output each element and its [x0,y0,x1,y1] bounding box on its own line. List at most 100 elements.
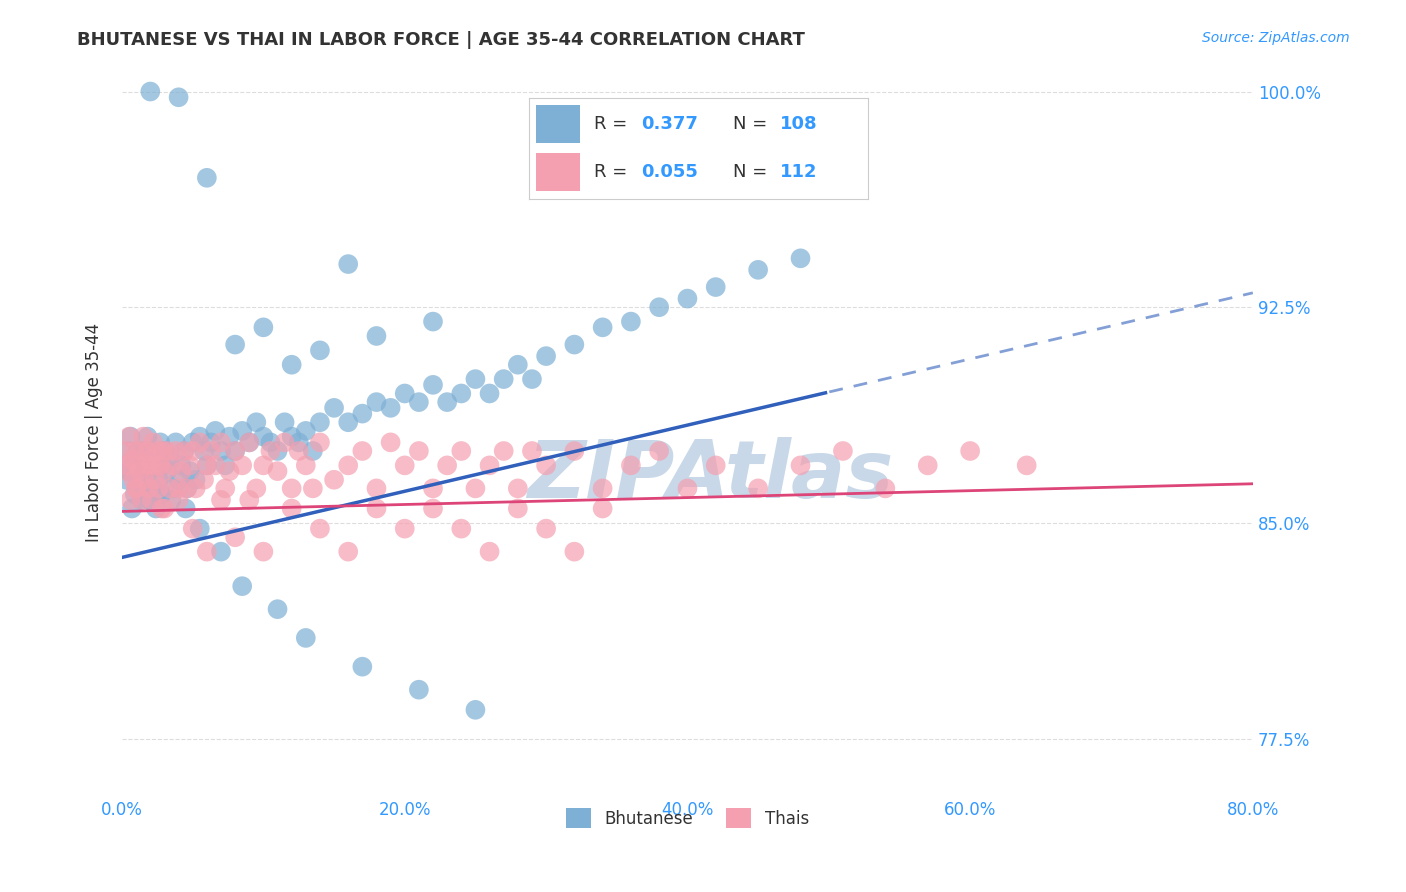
Point [422,501,444,516]
Point [128,464,150,478]
Point [159,452,181,467]
Point [337,415,360,429]
Point [280,358,302,372]
Point [114,444,136,458]
Point [173,444,195,458]
Point [153,464,176,478]
Point [122,473,145,487]
Point [127,458,149,473]
Point [422,482,444,496]
Point [167,90,190,104]
Point [146,444,169,458]
Point [181,444,204,458]
Point [174,501,197,516]
Point [167,492,190,507]
Point [380,435,402,450]
Point [188,522,211,536]
Point [195,458,218,473]
Point [789,458,811,473]
Point [620,315,643,329]
Point [789,252,811,266]
Point [648,444,671,458]
Point [160,492,183,507]
Point [115,473,138,487]
Point [450,522,472,536]
Point [132,444,155,458]
Point [129,458,152,473]
Point [534,458,557,473]
Point [120,492,142,507]
Point [294,631,316,645]
Point [135,452,157,467]
Point [188,429,211,443]
Point [309,415,332,429]
Point [122,452,145,467]
Point [167,482,190,496]
Point [118,429,141,443]
Point [252,458,274,473]
Point [173,444,195,458]
Point [408,682,430,697]
Point [146,452,169,467]
Point [127,444,149,458]
Point [141,444,163,458]
Point [149,458,172,473]
Point [193,444,215,458]
Point [115,458,138,473]
Point [132,429,155,443]
Point [747,262,769,277]
Point [245,482,267,496]
Point [150,501,173,516]
Point [124,487,146,501]
Point [170,458,193,473]
Point [121,501,143,516]
Point [408,395,430,409]
Point [520,372,543,386]
Point [138,482,160,496]
Point [238,492,260,507]
Point [323,401,346,415]
Point [676,292,699,306]
Point [238,435,260,450]
Point [450,444,472,458]
Point [152,458,174,473]
Point [478,544,501,558]
Point [195,170,218,185]
Point [704,458,727,473]
Point [436,458,458,473]
Point [176,482,198,496]
Point [309,435,332,450]
Point [273,435,295,450]
Point [134,473,156,487]
Text: BHUTANESE VS THAI IN LABOR FORCE | AGE 35-44 CORRELATION CHART: BHUTANESE VS THAI IN LABOR FORCE | AGE 3… [77,31,806,49]
Point [676,482,699,496]
Point [224,337,246,351]
Point [337,458,360,473]
Point [564,337,586,351]
Point [143,473,166,487]
Point [125,482,148,496]
Point [352,444,374,458]
Point [165,444,187,458]
Point [464,482,486,496]
Point [394,522,416,536]
Point [280,429,302,443]
Point [492,444,515,458]
Point [128,482,150,496]
Point [181,522,204,536]
Point [132,473,155,487]
Point [184,482,207,496]
Point [352,407,374,421]
Point [294,424,316,438]
Point [125,482,148,496]
Point [1015,458,1038,473]
Point [302,444,325,458]
Point [159,482,181,496]
Point [366,395,388,409]
Point [136,429,159,443]
Point [224,444,246,458]
Point [145,458,167,473]
Point [592,482,614,496]
Point [135,458,157,473]
Point [266,444,288,458]
